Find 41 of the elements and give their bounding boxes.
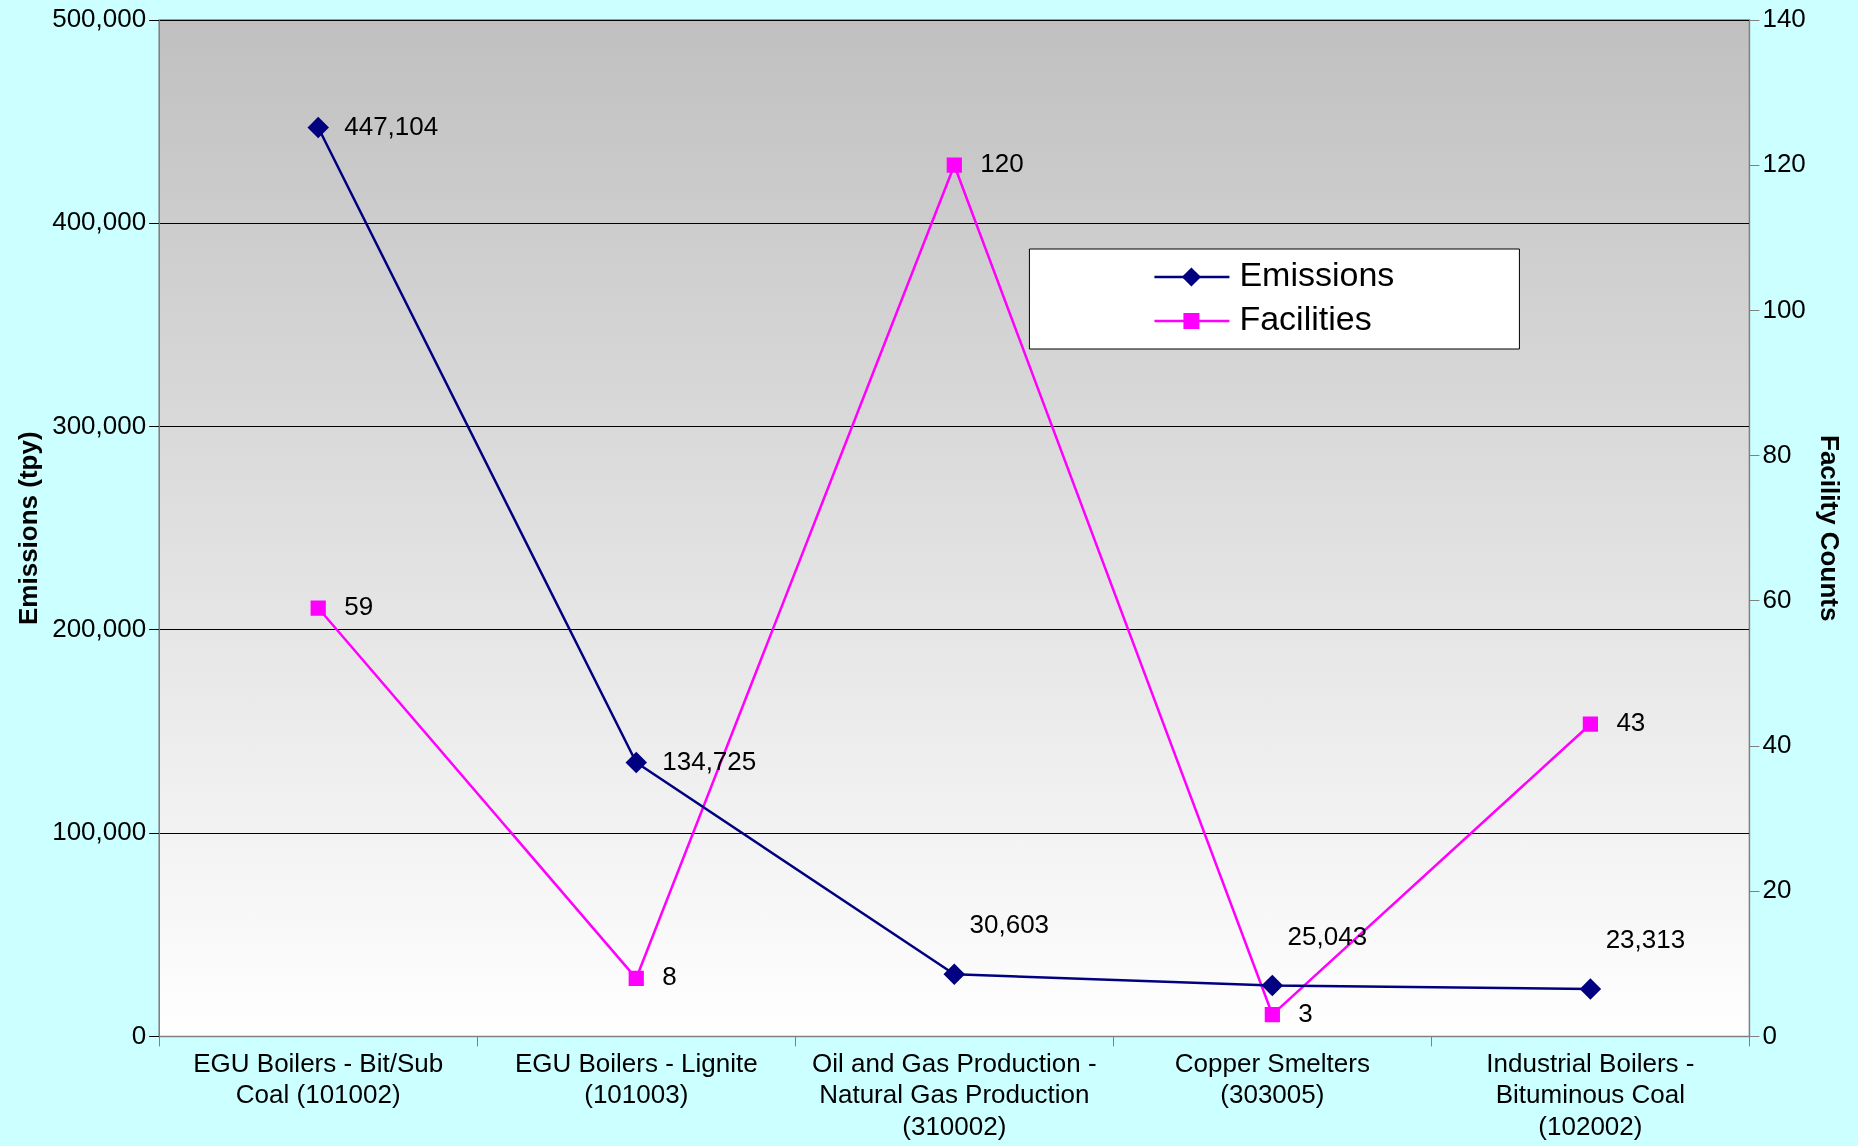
point — [1582, 716, 1599, 732]
y-tick-label: 300,000 — [52, 409, 147, 440]
point — [307, 117, 329, 138]
y2-tick-label: 60 — [1762, 583, 1792, 614]
y2-tick-label: 0 — [1762, 1019, 1777, 1050]
legend-label: Facilities — [1239, 299, 1372, 338]
data-label: 8 — [662, 961, 677, 992]
y2-tick-label: 120 — [1762, 148, 1806, 179]
y-tick-label: 400,000 — [52, 206, 147, 237]
y-tick-label: 500,000 — [52, 3, 147, 34]
data-label: 447,104 — [344, 110, 439, 141]
y-tick-label: 200,000 — [52, 613, 147, 644]
y-tick-label: 0 — [131, 1019, 147, 1050]
data-label: 43 — [1616, 707, 1646, 738]
y2-tick-label: 100 — [1762, 293, 1806, 324]
point — [1262, 975, 1283, 996]
y2-tick-label: 140 — [1762, 3, 1806, 34]
x-tick-label: Industrial Boilers - Bituminous Coal (102002) — [1486, 1048, 1695, 1141]
x-tick-label: EGU Boilers - Lignite (101003) — [514, 1048, 758, 1110]
y-axis-title: Emissions (tpy) — [12, 431, 43, 625]
data-label: 30,603 — [969, 909, 1050, 940]
y2-tick-label: 80 — [1762, 438, 1792, 469]
point — [946, 157, 962, 173]
point — [626, 752, 647, 773]
x-tick-label: EGU Boilers - Bit/Sub Coal (101002) — [193, 1048, 444, 1110]
y2-tick-label: 40 — [1762, 729, 1792, 760]
point — [944, 963, 965, 985]
y-tick-label: 100,000 — [52, 816, 147, 847]
data-label: 23,313 — [1605, 924, 1686, 955]
y2-axis-title: Facility Counts — [1815, 435, 1846, 622]
point — [1580, 978, 1601, 1000]
x-tick-label: Copper Smelters (303005) — [1174, 1048, 1370, 1110]
point — [1264, 1007, 1280, 1023]
data-label: 59 — [344, 591, 374, 622]
data-label: 120 — [980, 148, 1024, 179]
legend-label: Emissions — [1239, 255, 1395, 294]
data-label: 3 — [1298, 997, 1313, 1028]
x-tick-label: Oil and Gas Production - Natural Gas Production (310002) — [811, 1048, 1097, 1141]
y2-tick-label: 20 — [1762, 874, 1792, 905]
point — [310, 600, 326, 616]
point — [628, 970, 644, 986]
